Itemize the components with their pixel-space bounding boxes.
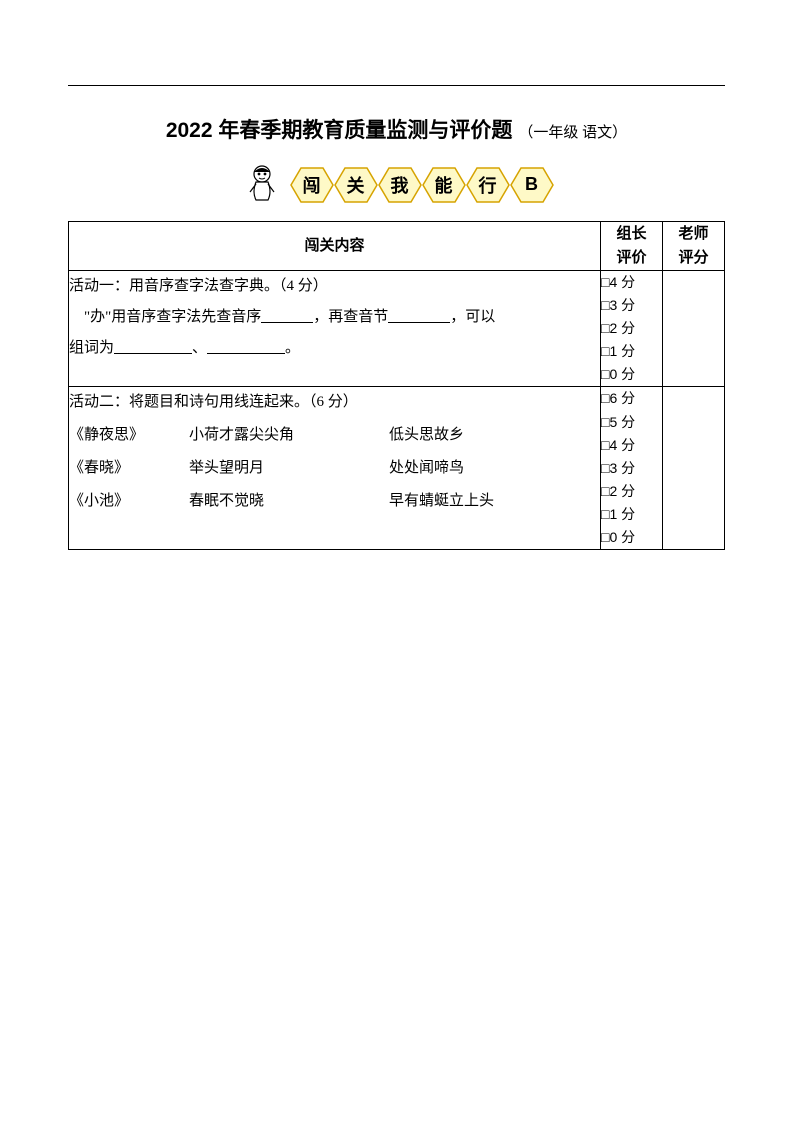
match-row: 《静夜思》 小荷才露尖尖角 低头思故乡	[69, 420, 600, 451]
blank-field[interactable]	[114, 339, 192, 354]
activity-2-content: 活动二：将题目和诗句用线连起来。（6 分） 《静夜思》 小荷才露尖尖角 低头思故…	[69, 387, 601, 550]
score-option[interactable]: □2 分	[601, 480, 662, 503]
score-option[interactable]: □3 分	[601, 457, 662, 480]
top-rule	[68, 85, 725, 86]
sub-title: （一年级 语文）	[518, 125, 627, 141]
hex-label-2: 关	[334, 167, 378, 203]
a1-l2-a: "办"用音序查字法先查音序	[69, 309, 261, 325]
header-leader-l2: 评价	[616, 250, 646, 266]
score-option[interactable]: □0 分	[601, 363, 662, 386]
blank-field[interactable]	[207, 339, 285, 354]
match-row: 《小池》 春眠不觉晓 早有蜻蜓立上头	[69, 486, 600, 517]
header-leader: 组长 评价	[601, 222, 663, 271]
a1-l2-b: ，再查音节	[313, 309, 388, 325]
hex-label-3: 我	[378, 167, 422, 203]
activity-1-line-2: "办"用音序查字法先查音序 ，再查音节 ，可以	[69, 302, 600, 333]
hex-label-1: 闯	[290, 167, 334, 203]
activity-1-teacher-score[interactable]	[663, 271, 725, 387]
header-teacher-l2: 评分	[678, 250, 708, 266]
activity-2-header: 活动二：将题目和诗句用线连起来。（6 分）	[69, 387, 600, 418]
main-table: 闯关内容 组长 评价 老师 评分 活动一：用音序查字法查字典。（4 分） "办"…	[68, 221, 725, 550]
activity-1-line-3: 组词为 、 。	[69, 333, 600, 364]
score-option[interactable]: □1 分	[601, 503, 662, 526]
hex-label-5: 行	[466, 167, 510, 203]
table-header-row: 闯关内容 组长 评价 老师 评分	[69, 222, 725, 271]
match-c3: 处处闻啼鸟	[389, 453, 600, 484]
activity-1-leader-score: □4 分 □3 分 □2 分 □1 分 □0 分	[601, 271, 663, 387]
match-c2: 春眠不觉晓	[189, 486, 389, 517]
match-c3: 早有蜻蜓立上头	[389, 486, 600, 517]
score-option[interactable]: □3 分	[601, 294, 662, 317]
activity-1-content: 活动一：用音序查字法查字典。（4 分） "办"用音序查字法先查音序 ，再查音节 ，可…	[69, 271, 601, 387]
header-teacher: 老师 评分	[663, 222, 725, 271]
match-c2: 举头望明月	[189, 453, 389, 484]
score-option[interactable]: □5 分	[601, 411, 662, 434]
blank-field[interactable]	[388, 308, 450, 323]
a1-l3-a: 组词为	[69, 340, 114, 356]
score-option[interactable]: □0 分	[601, 526, 662, 549]
activity-1-row: 活动一：用音序查字法查字典。（4 分） "办"用音序查字法先查音序 ，再查音节 ，可…	[69, 271, 725, 387]
header-content: 闯关内容	[69, 222, 601, 271]
hex-char-4: 能	[422, 167, 466, 203]
hex-char-2: 关	[334, 167, 378, 203]
a1-l3-c: 。	[285, 340, 300, 356]
match-row: 《春晓》 举头望明月 处处闻啼鸟	[69, 453, 600, 484]
hex-label-6: B	[510, 167, 554, 203]
a1-l3-b: 、	[192, 340, 207, 356]
match-c1: 《春晓》	[69, 453, 189, 484]
hex-label-4: 能	[422, 167, 466, 203]
hex-char-5: 行	[466, 167, 510, 203]
activity-2-row: 活动二：将题目和诗句用线连起来。（6 分） 《静夜思》 小荷才露尖尖角 低头思故…	[69, 387, 725, 550]
hex-banner: 闯 关 我 能 行 B	[68, 162, 725, 207]
score-option[interactable]: □4 分	[601, 271, 662, 294]
match-c3: 低头思故乡	[389, 420, 600, 451]
blank-field[interactable]	[261, 308, 313, 323]
match-c1: 《静夜思》	[69, 420, 189, 451]
a1-l2-c: ，可以	[450, 309, 495, 325]
activity-1-line-1: 活动一：用音序查字法查字典。（4 分）	[69, 271, 600, 302]
hex-char-1: 闯	[290, 167, 334, 203]
main-title: 2022 年春季期教育质量监测与评价题	[166, 119, 513, 142]
score-option[interactable]: □2 分	[601, 317, 662, 340]
mascot-icon	[242, 162, 282, 207]
hex-char-6: B	[510, 167, 554, 203]
hex-char-3: 我	[378, 167, 422, 203]
score-option[interactable]: □6 分	[601, 387, 662, 410]
activity-2-teacher-score[interactable]	[663, 387, 725, 550]
title-row: 2022 年春季期教育质量监测与评价题 （一年级 语文）	[68, 114, 725, 144]
header-teacher-l1: 老师	[678, 226, 708, 242]
header-leader-l1: 组长	[616, 226, 646, 242]
header-content-text: 闯关内容	[304, 238, 364, 254]
match-c1: 《小池》	[69, 486, 189, 517]
activity-2-leader-score: □6 分 □5 分 □4 分 □3 分 □2 分 □1 分 □0 分	[601, 387, 663, 550]
score-option[interactable]: □4 分	[601, 434, 662, 457]
match-c2: 小荷才露尖尖角	[189, 420, 389, 451]
score-option[interactable]: □1 分	[601, 340, 662, 363]
